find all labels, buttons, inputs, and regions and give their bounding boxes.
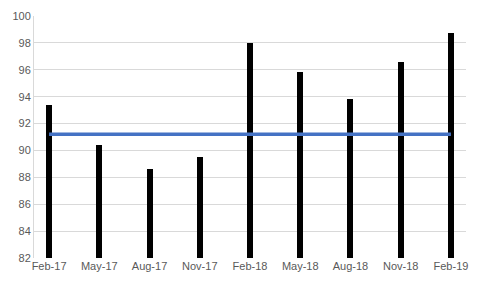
- svg-text:Feb-17: Feb-17: [32, 260, 67, 272]
- svg-text:96: 96: [19, 64, 31, 76]
- svg-text:May-18: May-18: [282, 260, 319, 272]
- svg-text:Aug-18: Aug-18: [333, 260, 368, 272]
- svg-text:May-17: May-17: [81, 260, 118, 272]
- svg-text:94: 94: [19, 91, 31, 103]
- svg-text:98: 98: [19, 37, 31, 49]
- svg-text:Feb-19: Feb-19: [434, 260, 469, 272]
- svg-text:90: 90: [19, 144, 31, 156]
- svg-text:Nov-17: Nov-17: [182, 260, 217, 272]
- svg-text:Nov-18: Nov-18: [383, 260, 418, 272]
- svg-text:100: 100: [12, 10, 30, 22]
- svg-text:82: 82: [19, 252, 31, 264]
- svg-text:84: 84: [19, 225, 31, 237]
- svg-text:Aug-17: Aug-17: [132, 260, 167, 272]
- svg-text:88: 88: [19, 171, 31, 183]
- svg-text:86: 86: [19, 198, 31, 210]
- svg-text:92: 92: [19, 117, 31, 129]
- svg-text:Feb-18: Feb-18: [233, 260, 268, 272]
